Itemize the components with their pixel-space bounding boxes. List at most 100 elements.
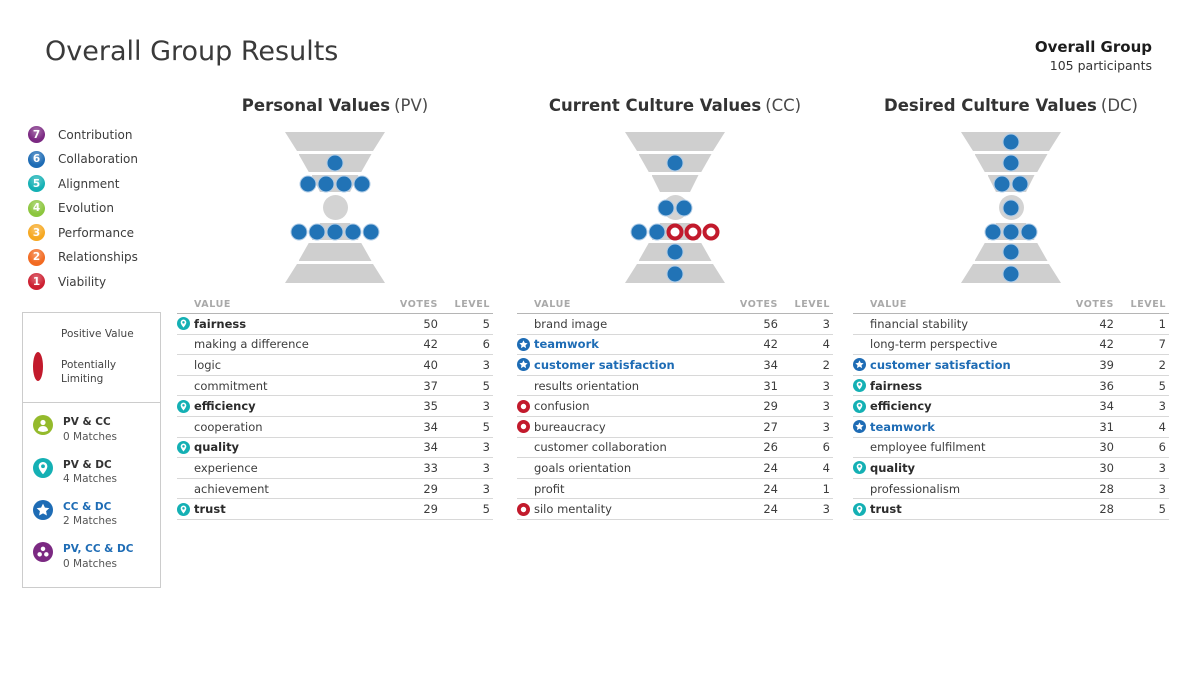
value-row: customer satisfaction 34 2 (517, 355, 833, 376)
votes-count: 33 (423, 460, 438, 475)
value-row: bureaucracy 27 3 (517, 417, 833, 438)
value-name: customer collaboration (534, 440, 667, 455)
votes-count: 42 (763, 337, 778, 352)
limiting-value-icon (33, 352, 51, 381)
group-info: Overall Group 105 participants (1035, 38, 1152, 73)
votes-column-header: VOTES (1075, 298, 1114, 310)
value-name: fairness (870, 378, 923, 393)
pv-dc-count: 4 Matches (63, 472, 117, 485)
positive-value-dot (666, 265, 684, 282)
positive-value-dot (1002, 133, 1020, 150)
level-number: 6 (822, 440, 830, 455)
value-name: trust (870, 502, 902, 517)
legend-pv-dc: PV & DC 4 Matches (33, 457, 150, 486)
value-name: results orientation (534, 378, 640, 393)
value-row: experience 33 3 (177, 458, 493, 479)
level-number: 3 (1158, 460, 1166, 475)
votes-count: 36 (1099, 378, 1114, 393)
level-number: 5 (482, 502, 490, 517)
dc-title-text: Desired Culture Values (884, 96, 1097, 115)
limiting-icon (517, 420, 534, 434)
level-5-badge: 5 (28, 175, 45, 192)
value-row: goals orientation 24 4 (517, 458, 833, 479)
value-row: achievement 29 3 (177, 479, 493, 500)
votes-count: 42 (423, 337, 438, 352)
positive-value-dot (326, 223, 344, 240)
value-row: customer satisfaction 39 2 (853, 355, 1169, 376)
votes-column-header: VOTES (399, 298, 438, 310)
pv-title-text: Personal Values (241, 96, 391, 115)
pin-icon (853, 379, 870, 393)
votes-count: 27 (763, 419, 778, 434)
limiting-icon (517, 502, 534, 516)
votes-count: 24 (763, 502, 778, 517)
level-number: 3 (822, 378, 830, 393)
votes-count: 24 (763, 481, 778, 496)
legend-pv-cc: PV & CC 0 Matches (33, 415, 150, 443)
value-name: profit (534, 481, 565, 496)
value-name: employee fulfilment (870, 440, 986, 455)
star-icon (517, 358, 534, 372)
value-row: profit 24 1 (517, 479, 833, 500)
pin-icon (177, 317, 194, 331)
level-6-label: Collaboration (58, 152, 138, 166)
value-row: silo mentality 24 3 (517, 499, 833, 520)
value-column-header: VALUE (194, 298, 231, 310)
votes-count: 29 (423, 481, 438, 496)
positive-value-dot (1011, 175, 1029, 192)
positive-value-label: Positive Value (61, 328, 134, 340)
pin-icon (853, 399, 870, 413)
votes-count: 31 (1099, 419, 1114, 434)
votes-count: 35 (423, 399, 438, 414)
level-number: 3 (822, 419, 830, 434)
pin-icon (177, 399, 194, 413)
value-name: efficiency (870, 399, 932, 414)
votes-count: 37 (423, 378, 438, 393)
limiting-value-dot (702, 223, 720, 240)
funnel-level-2-shape (298, 243, 372, 261)
votes-count: 24 (763, 460, 778, 475)
level-number: 5 (1158, 502, 1166, 517)
votes-count: 26 (763, 440, 778, 455)
value-name: commitment (194, 378, 268, 393)
level-5-label: Alignment (58, 176, 120, 191)
level-number: 3 (482, 481, 490, 496)
limiting-icon (517, 399, 534, 413)
positive-value-dot (353, 175, 371, 192)
positive-value-dot (1002, 243, 1020, 261)
value-name: fairness (194, 316, 247, 331)
level-item-4: 4 Evolution (28, 199, 138, 217)
level-item-3: 3 Performance (28, 224, 138, 241)
legend-box: Positive Value Potentially Limiting PV &… (22, 312, 161, 588)
pv-title-abbr: (PV) (394, 96, 429, 115)
votes-count: 42 (1099, 316, 1114, 331)
value-column-header: VALUE (870, 298, 907, 310)
value-name: efficiency (194, 399, 256, 414)
pv-cc-count: 0 Matches (63, 430, 117, 443)
pv-values-table: VALUE VOTES LEVEL fairness 50 5 making a di… (177, 295, 493, 520)
cc-panel: Current Culture Values (CC) VALUE VOTES L… (517, 96, 833, 520)
value-name: making a difference (194, 337, 309, 352)
cc-dc-label: CC & DC (63, 501, 112, 514)
value-row: making a difference 42 6 (177, 335, 493, 356)
votes-count: 34 (423, 419, 438, 434)
positive-value-dot (1002, 223, 1020, 240)
level-number: 3 (822, 502, 830, 517)
cc-title-abbr: (CC) (765, 96, 802, 115)
legend-pv-cc-dc: PV, CC & DC 0 Matches (33, 542, 150, 570)
votes-column-header: VOTES (739, 298, 778, 310)
votes-count: 42 (1099, 337, 1114, 352)
value-name: customer satisfaction (534, 357, 675, 372)
value-row: fairness 50 5 (177, 314, 493, 335)
value-name: confusion (534, 399, 590, 414)
person-icon (33, 415, 53, 436)
level-number: 5 (482, 316, 490, 331)
level-number: 2 (1158, 357, 1166, 372)
value-column-header: VALUE (534, 298, 571, 310)
positive-value-dot (317, 175, 335, 192)
votes-count: 28 (1099, 502, 1114, 517)
value-name: professionalism (870, 481, 961, 496)
level-column-header: LEVEL (794, 298, 830, 310)
positive-value-dot (675, 199, 693, 216)
positive-value-dot (299, 175, 317, 192)
